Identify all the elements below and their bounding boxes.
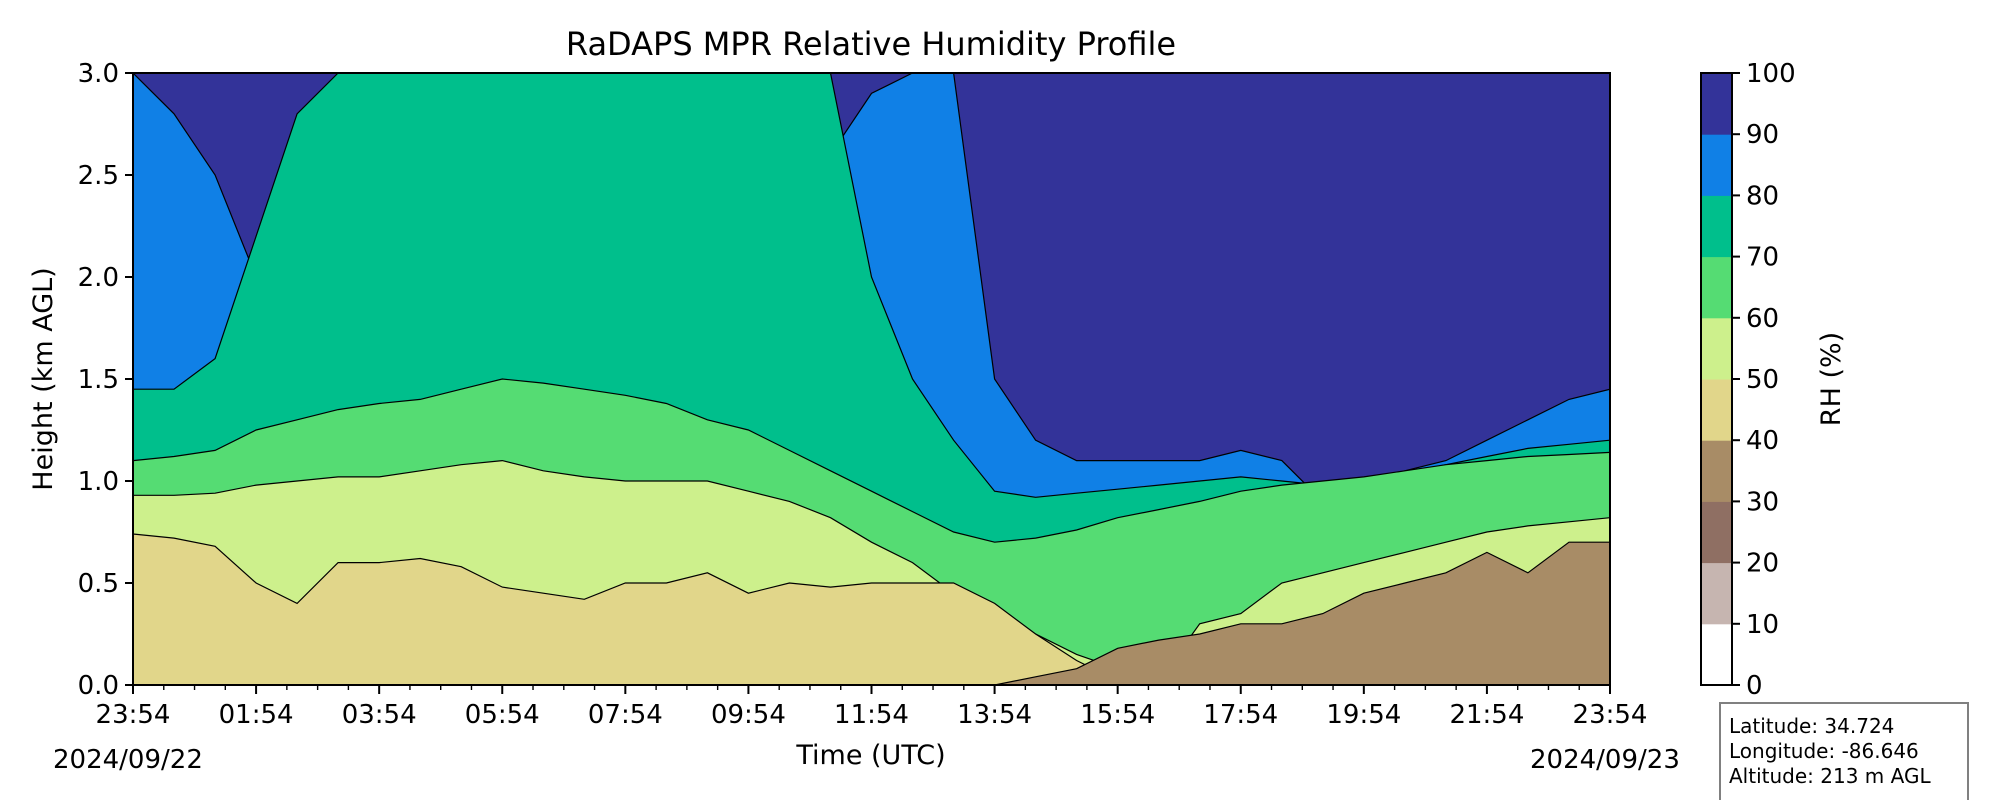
x-tick-label: 23:54 — [1573, 700, 1648, 730]
colorbar-tick-label: 50 — [1746, 365, 1779, 395]
x-tick-label: 05:54 — [465, 700, 540, 730]
colorbar-segment-50 — [1701, 317, 1732, 380]
y-tick-label: 1.5 — [78, 365, 119, 395]
altitude-text: Altitude: 213 m AGL — [1729, 764, 1931, 788]
contour-line-70 — [133, 378, 1610, 543]
colorbar-tick-label: 0 — [1746, 671, 1763, 701]
plot-area — [133, 73, 1610, 685]
x-tick-label: 23:54 — [96, 700, 171, 730]
y-tick-label: 3.0 — [78, 59, 119, 89]
x-tick-label: 07:54 — [588, 700, 663, 730]
colorbar-segment-90 — [1701, 73, 1732, 135]
colorbar-tick-label: 100 — [1746, 59, 1796, 89]
colorbar-segment-40 — [1701, 379, 1732, 441]
start-date-label: 2024/09/22 — [53, 745, 203, 775]
contour-line-50 — [133, 533, 1610, 685]
colorbar-segment-0 — [1701, 623, 1732, 686]
colorbar-tick-label: 10 — [1746, 610, 1779, 640]
colorbar-tick-label: 20 — [1746, 549, 1779, 579]
colorbar: 0 10 20 30 40 50 60 70 80 90 100 — [1700, 59, 1796, 701]
longitude-text: Longitude: -86.646 — [1729, 739, 1919, 763]
colorbar-segment-70 — [1701, 195, 1732, 258]
colorbar-label: RH (%) — [1816, 332, 1847, 426]
x-tick-label: 19:54 — [1326, 700, 1401, 730]
info-box-frame — [1719, 702, 1969, 800]
x-tick-label: 01:54 — [219, 700, 294, 730]
y-tick-label: 0.0 — [78, 671, 119, 701]
colorbar-segment-10 — [1701, 562, 1732, 625]
x-tick-label: 15:54 — [1080, 700, 1155, 730]
y-tick-label: 0.5 — [78, 569, 119, 599]
x-tick-label: 11:54 — [834, 700, 909, 730]
colorbar-tick-label: 60 — [1746, 304, 1779, 334]
y-tick-label: 2.0 — [78, 263, 119, 293]
x-tick-label: 09:54 — [711, 700, 786, 730]
end-date-label: 2024/09/23 — [1530, 745, 1680, 775]
colorbar-tick-label: 40 — [1746, 426, 1779, 456]
x-axis-label: Time (UTC) — [795, 740, 945, 771]
info-box: Latitude: 34.724 Longitude: -86.646 Alti… — [1719, 702, 1969, 800]
latitude-text: Latitude: 34.724 — [1729, 714, 1894, 738]
colorbar-tick-label: 80 — [1746, 181, 1779, 211]
y-tick-label: 1.0 — [78, 467, 119, 497]
colorbar-tick-label: 90 — [1746, 120, 1779, 150]
colorbar-segment-20 — [1701, 501, 1732, 564]
rh-band-below-50 — [133, 534, 1610, 685]
y-axis: 0.0 0.5 1.0 1.5 2.0 2.5 3.0 — [78, 59, 133, 701]
chart-title: RaDAPS MPR Relative Humidity Profile — [566, 25, 1176, 63]
colorbar-segment-30 — [1701, 440, 1732, 502]
colorbar-tick-label: 30 — [1746, 487, 1779, 517]
colorbar-tick-label: 70 — [1746, 243, 1779, 273]
x-tick-label: 03:54 — [342, 700, 417, 730]
x-tick-label: 13:54 — [957, 700, 1032, 730]
colorbar-segment-80 — [1701, 134, 1732, 196]
rh-band-below-40 — [133, 542, 1610, 685]
contour-line-40 — [133, 541, 1610, 685]
colorbar-segment-60 — [1701, 256, 1732, 319]
y-axis-label: Height (km AGL) — [28, 267, 59, 490]
x-tick-label: 21:54 — [1449, 700, 1524, 730]
x-axis: 23:54 01:54 03:54 05:54 07:54 09:54 11:54 13:54… — [96, 685, 1648, 730]
contour-line-60 — [133, 459, 1610, 682]
y-tick-label: 2.5 — [78, 161, 119, 191]
x-tick-label: 17:54 — [1203, 700, 1278, 730]
